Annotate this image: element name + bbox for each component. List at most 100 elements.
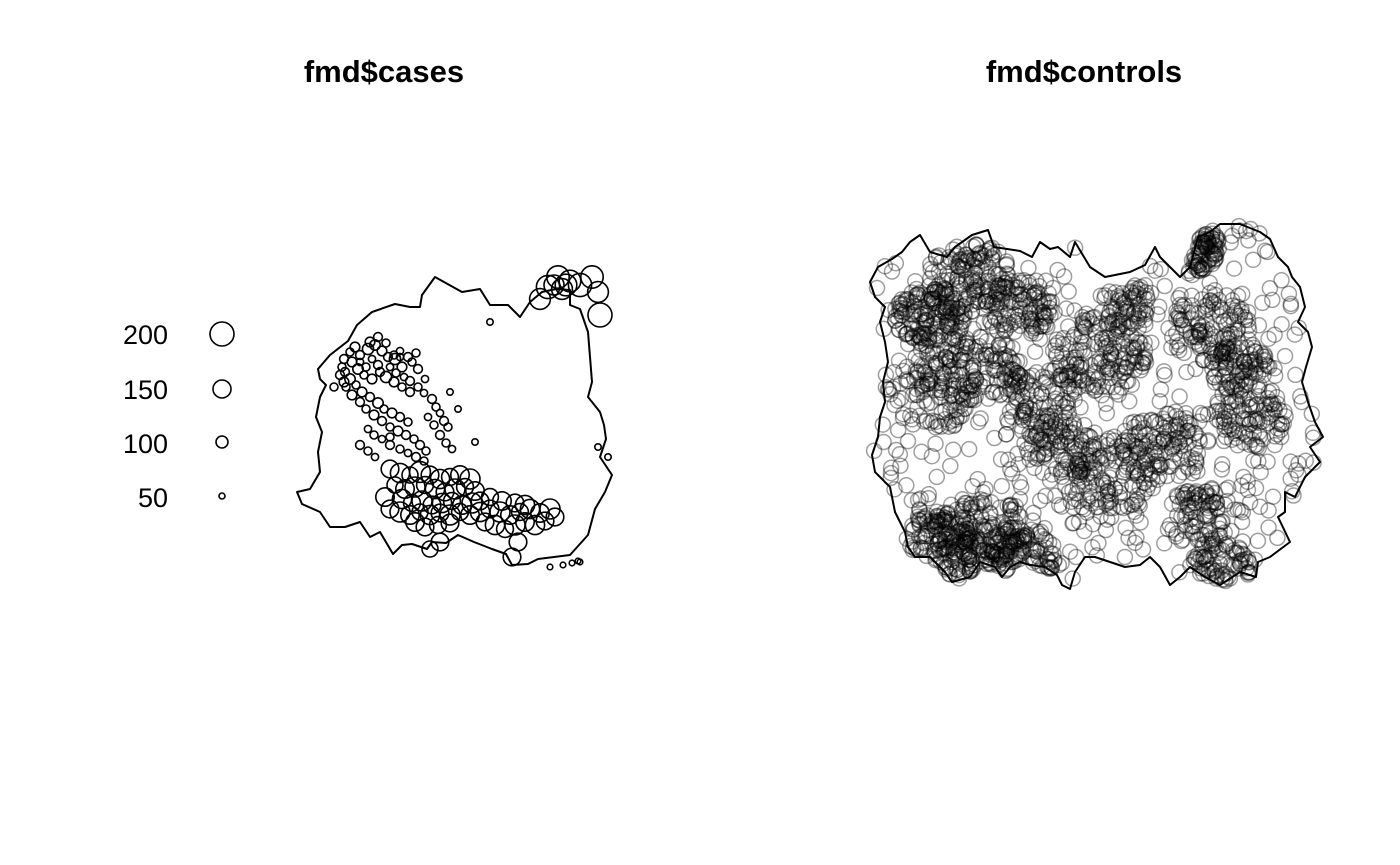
control-point	[1235, 354, 1253, 371]
control-point	[1178, 321, 1195, 339]
control-point	[1023, 322, 1041, 340]
case-point	[475, 512, 495, 532]
control-point	[1241, 362, 1259, 380]
control-point	[1233, 402, 1250, 420]
control-point	[1255, 352, 1273, 369]
control-point	[1062, 363, 1080, 381]
control-point	[975, 300, 993, 318]
control-point	[1206, 403, 1224, 421]
control-point	[952, 304, 970, 321]
control-point	[1108, 321, 1126, 339]
control-point	[931, 288, 948, 306]
control-point	[1125, 341, 1143, 359]
control-point	[1243, 369, 1260, 386]
control-point	[1251, 377, 1268, 394]
control-point	[960, 249, 977, 266]
control-point	[1196, 260, 1213, 278]
control-point	[943, 316, 961, 334]
control-point	[958, 273, 975, 291]
control-point	[1198, 239, 1216, 257]
control-point	[1040, 285, 1057, 302]
control-point	[1109, 334, 1126, 352]
control-point	[953, 313, 971, 331]
case-point	[480, 487, 500, 507]
control-point	[954, 259, 972, 277]
control-point	[1102, 360, 1120, 377]
control-point	[997, 320, 1015, 338]
control-point	[979, 297, 996, 314]
control-point	[1188, 254, 1205, 272]
control-point	[1114, 313, 1132, 331]
control-point	[1213, 344, 1230, 362]
control-point	[1112, 300, 1129, 318]
control-point	[1197, 226, 1215, 243]
control-point	[1254, 413, 1271, 430]
control-point	[1126, 303, 1143, 321]
control-point	[1059, 318, 1077, 335]
control-point	[1251, 356, 1269, 373]
control-point	[1208, 402, 1226, 420]
legend-circle-200	[209, 321, 235, 347]
control-point	[890, 302, 908, 320]
control-point	[1099, 378, 1116, 396]
control-point	[1168, 303, 1185, 320]
control-point	[896, 304, 914, 321]
control-point	[1245, 424, 1263, 442]
control-point	[922, 269, 939, 287]
control-point	[923, 291, 940, 308]
control-point	[1048, 331, 1065, 348]
control-point	[1272, 421, 1290, 439]
control-point	[937, 281, 955, 299]
case-point	[421, 540, 439, 558]
case-point	[459, 468, 481, 490]
control-point	[1223, 431, 1241, 448]
control-point	[1014, 290, 1032, 308]
control-point	[915, 320, 932, 337]
control-point	[1240, 322, 1258, 339]
control-point	[944, 329, 962, 347]
control-point	[1134, 350, 1152, 367]
control-point	[990, 277, 1008, 295]
case-point	[366, 373, 378, 385]
control-point	[1198, 234, 1215, 252]
control-point	[932, 313, 949, 331]
control-point	[1246, 351, 1263, 368]
control-point	[1273, 416, 1290, 433]
control-point	[1207, 328, 1225, 345]
case-point	[388, 352, 402, 366]
control-point	[1089, 371, 1107, 389]
control-point	[1247, 343, 1265, 361]
control-point	[1028, 298, 1045, 315]
control-point	[1132, 301, 1149, 319]
control-point	[1116, 359, 1134, 376]
control-point	[1132, 278, 1149, 296]
control-point	[1034, 303, 1051, 320]
control-point	[906, 297, 924, 315]
control-point	[996, 310, 1013, 327]
control-point	[983, 249, 1001, 266]
control-point	[1194, 260, 1211, 277]
case-point	[510, 502, 530, 522]
control-point	[1006, 323, 1023, 341]
control-point	[1113, 306, 1131, 323]
case-point	[445, 387, 454, 396]
control-point	[1277, 408, 1294, 425]
control-point	[1202, 238, 1219, 255]
control-point	[1137, 316, 1154, 333]
control-point	[1211, 413, 1228, 430]
control-point	[943, 271, 961, 288]
control-point	[963, 269, 980, 286]
control-point	[1226, 422, 1243, 440]
control-point	[1049, 334, 1067, 351]
control-point	[1109, 292, 1127, 309]
control-point	[1222, 308, 1239, 325]
control-point	[1134, 355, 1152, 372]
control-point	[947, 313, 965, 331]
control-point	[1206, 346, 1223, 363]
control-point	[957, 534, 974, 552]
control-point	[1040, 294, 1057, 311]
case-point	[395, 346, 405, 356]
case-point	[354, 396, 366, 408]
control-point	[998, 256, 1015, 274]
control-point	[925, 294, 942, 311]
